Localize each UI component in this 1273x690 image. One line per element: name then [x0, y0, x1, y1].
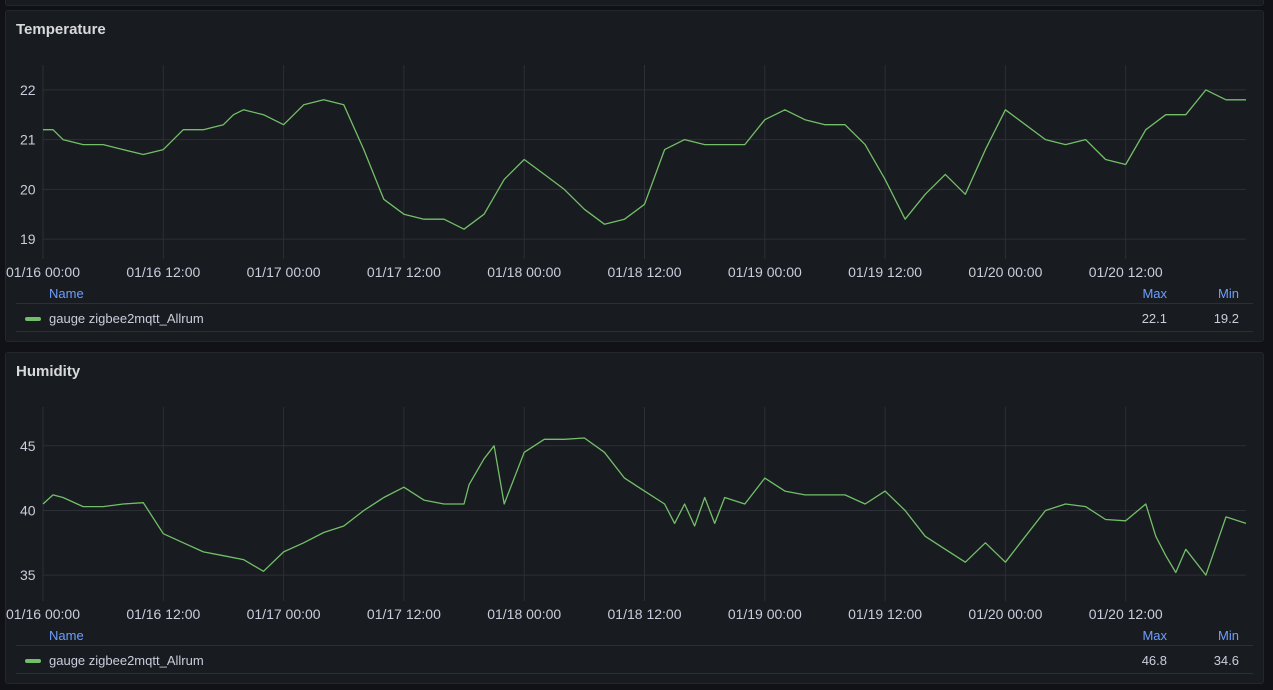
- x-tick-label: 01/19 00:00: [728, 606, 802, 622]
- legend-header-max[interactable]: Max: [1142, 628, 1167, 643]
- x-tick-label: 01/20 00:00: [968, 606, 1042, 622]
- x-tick-label: 01/19 00:00: [728, 264, 802, 280]
- legend-table: Name Max Min gauge zigbee2mqtt_Allrum 46…: [16, 626, 1253, 682]
- y-tick-label: 35: [20, 567, 36, 583]
- series-color-swatch[interactable]: [25, 317, 41, 321]
- x-tick-label: 01/16 12:00: [126, 264, 200, 280]
- x-tick-label: 01/17 00:00: [247, 606, 321, 622]
- legend-series-min: 34.6: [1213, 653, 1239, 668]
- x-tick-label: 01/18 12:00: [608, 606, 682, 622]
- panel-title[interactable]: Temperature: [16, 21, 106, 38]
- y-tick-label: 45: [20, 438, 36, 454]
- series-line[interactable]: [42, 437, 1247, 576]
- y-tick-label: 21: [20, 132, 36, 148]
- legend-header-max[interactable]: Max: [1142, 286, 1167, 301]
- y-tick-label: 40: [20, 502, 36, 518]
- legend-table: Name Max Min gauge zigbee2mqtt_Allrum 22…: [16, 284, 1253, 340]
- x-tick-label: 01/20 00:00: [968, 264, 1042, 280]
- y-tick-label: 22: [20, 82, 36, 98]
- legend-header-name[interactable]: Name: [49, 286, 84, 301]
- x-tick-label: 01/18 00:00: [487, 264, 561, 280]
- x-tick-label: 01/20 12:00: [1089, 606, 1163, 622]
- legend-header: Name Max Min: [16, 626, 1253, 646]
- series-color-swatch[interactable]: [25, 659, 41, 663]
- legend-header: Name Max Min: [16, 284, 1253, 304]
- x-tick-label: 01/16 12:00: [126, 606, 200, 622]
- legend-series-max: 22.1: [1141, 311, 1167, 326]
- legend-series-min: 19.2: [1213, 311, 1239, 326]
- temperature-chart[interactable]: 19 20 21 22 01/16 00:00 01/16 12:00 01/17 00:0…: [6, 11, 1265, 286]
- x-tick-label: 01/20 12:00: [1089, 264, 1163, 280]
- x-tick-label: 01/16 00:00: [6, 264, 80, 280]
- x-tick-label: 01/17 12:00: [367, 264, 441, 280]
- x-tick-label: 01/17 00:00: [247, 264, 321, 280]
- legend-series-name[interactable]: gauge zigbee2mqtt_Allrum: [49, 311, 204, 326]
- x-tick-label: 01/19 12:00: [848, 606, 922, 622]
- x-tick-label: 01/19 12:00: [848, 264, 922, 280]
- top-panel-edge: [5, 0, 1264, 6]
- legend-header-name[interactable]: Name: [49, 628, 84, 643]
- legend-row[interactable]: gauge zigbee2mqtt_Allrum 46.8 34.6: [16, 648, 1253, 674]
- y-tick-label: 20: [20, 181, 36, 197]
- legend-series-name[interactable]: gauge zigbee2mqtt_Allrum: [49, 653, 204, 668]
- x-tick-label: 01/16 00:00: [6, 606, 80, 622]
- legend-header-min[interactable]: Min: [1218, 286, 1239, 301]
- grid: [42, 65, 1246, 259]
- x-tick-label: 01/18 00:00: [487, 606, 561, 622]
- temperature-panel: Temperature 19 20 21 22 01/16 00:00 01/16 12:…: [5, 10, 1264, 342]
- series-line[interactable]: [43, 89, 1246, 230]
- x-tick-label: 01/17 12:00: [367, 606, 441, 622]
- legend-header-min[interactable]: Min: [1218, 628, 1239, 643]
- humidity-chart[interactable]: 35 40 45 01/16 00:00 01/16 12:00 01/17 00:00 0…: [6, 353, 1265, 628]
- legend-series-max: 46.8: [1141, 653, 1167, 668]
- x-tick-label: 01/18 12:00: [608, 264, 682, 280]
- legend-row[interactable]: gauge zigbee2mqtt_Allrum 22.1 19.2: [16, 306, 1253, 332]
- panel-title[interactable]: Humidity: [16, 363, 81, 380]
- y-tick-label: 19: [20, 231, 36, 247]
- humidity-panel: Humidity 35 40 45 01/16 00:00 01/16 12:00 01/…: [5, 352, 1264, 684]
